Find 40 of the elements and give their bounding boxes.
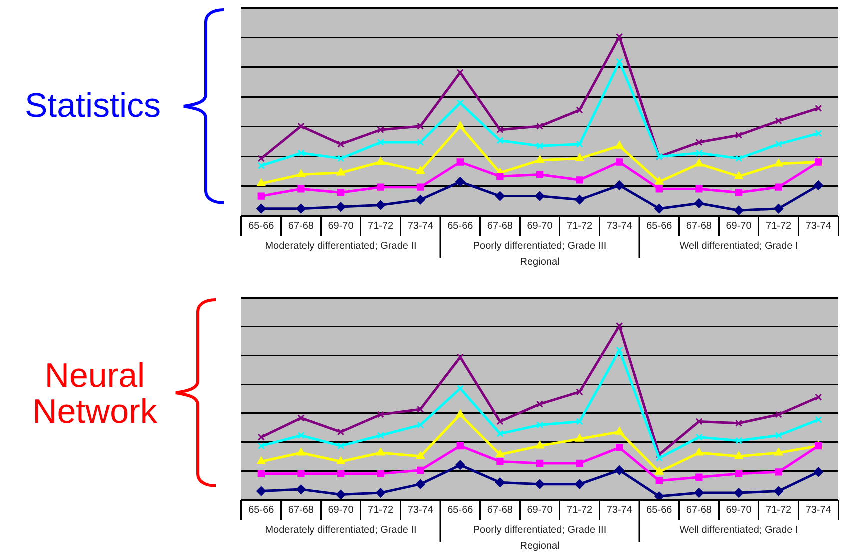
- x-tick-label: 73-74: [606, 504, 633, 516]
- text: Neural Network: [32, 357, 158, 431]
- x-tick-label: 73-74: [806, 504, 832, 516]
- x-tick-label: 67-68: [686, 220, 712, 232]
- x-tick-label: 71-72: [766, 220, 792, 232]
- x-tick-label: 65-66: [448, 504, 474, 516]
- x-tick-label: 69-70: [726, 220, 752, 232]
- x-tick-label: 73-74: [408, 504, 434, 516]
- x-tick-label: 71-72: [567, 220, 594, 232]
- x-tick-label: 67-68: [487, 220, 514, 232]
- x-tick-label: 69-70: [527, 504, 554, 516]
- x-tick-label: 71-72: [368, 504, 394, 516]
- x-tick-label: 69-70: [328, 504, 354, 516]
- x-tick-label: 73-74: [408, 220, 434, 232]
- text: Well differentiated; Grade I: [680, 240, 798, 252]
- x-tick-label: 67-68: [487, 504, 514, 516]
- x-tick-label: 69-70: [328, 220, 354, 232]
- x-tick-label: 69-70: [726, 504, 752, 516]
- x-tick-label: 65-66: [248, 504, 275, 516]
- x-tick-label: 65-66: [646, 220, 673, 232]
- x-tick-label: 67-68: [288, 504, 314, 516]
- x-axis-title: Regional: [520, 256, 560, 268]
- text: Statistics: [24, 87, 162, 125]
- x-tick-label: 71-72: [766, 504, 792, 516]
- x-tick-label: 69-70: [527, 220, 554, 232]
- text: Moderately differentiated; Grade II: [265, 524, 417, 536]
- x-tick-label: 73-74: [606, 220, 633, 232]
- x-tick-label: 67-68: [686, 504, 712, 516]
- x-tick-label: 71-72: [567, 504, 594, 516]
- text: Moderately differentiated; Grade II: [265, 240, 417, 252]
- x-tick-label: 65-66: [248, 220, 275, 232]
- x-tick-label: 65-66: [646, 504, 673, 516]
- x-tick-label: 65-66: [448, 220, 474, 232]
- x-tick-label: 67-68: [288, 220, 314, 232]
- x-tick-label: 73-74: [806, 220, 832, 232]
- text: Poorly differentiated; Grade III: [473, 240, 607, 252]
- x-tick-label: 71-72: [368, 220, 394, 232]
- x-axis-title: Regional: [520, 540, 560, 552]
- text: Poorly differentiated; Grade III: [473, 524, 607, 536]
- text: Well differentiated; Grade I: [680, 524, 798, 536]
